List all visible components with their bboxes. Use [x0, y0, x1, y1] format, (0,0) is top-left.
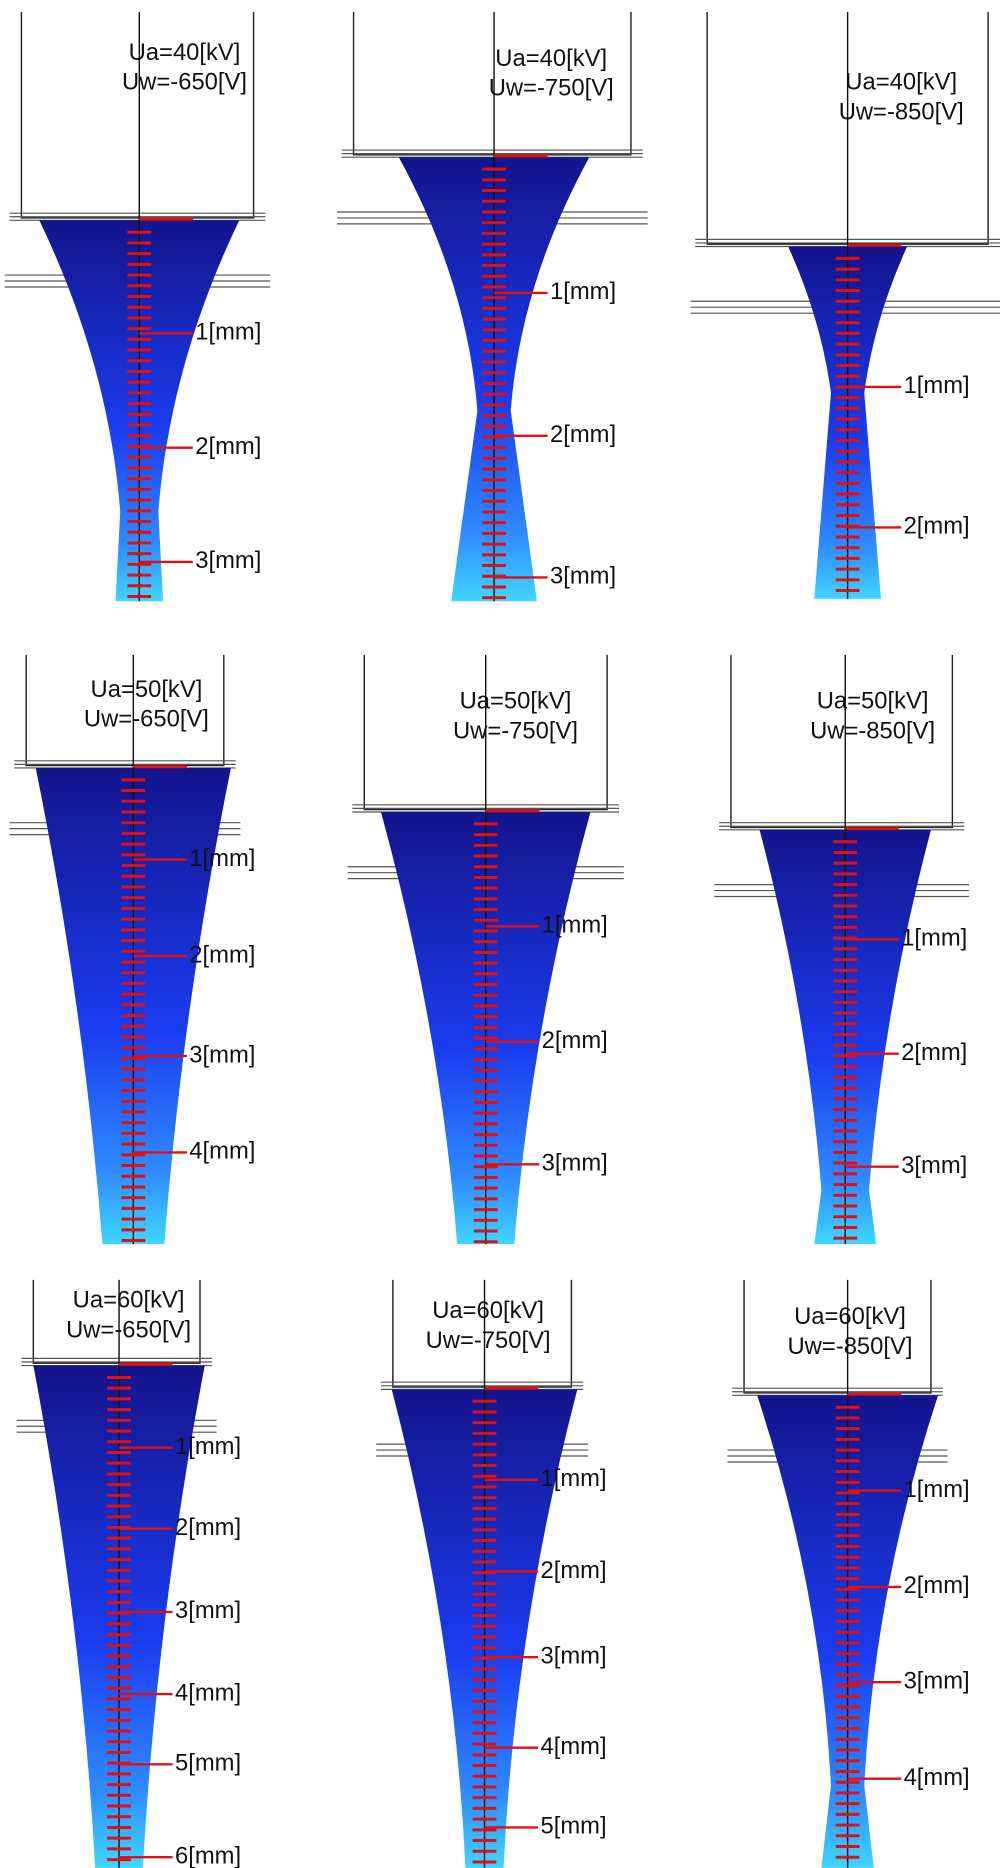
ua-label: Ua=40[kV] [845, 69, 957, 96]
figure: Ua=40[kV]Uw=-650[V]1[mm]2[mm]3[mm]Ua=40[… [0, 0, 1000, 1868]
uw-label: Uw=-650[V] [122, 69, 247, 96]
ua-label: Ua=60[kV] [432, 1297, 544, 1324]
mm-label: 1[mm] [904, 372, 970, 399]
ua-label: Ua=40[kV] [129, 39, 241, 66]
mm-label: 5[mm] [175, 1750, 241, 1777]
mm-label: 3[mm] [542, 1150, 608, 1177]
mm-label: 3[mm] [195, 547, 261, 574]
mm-label: 1[mm] [195, 319, 261, 346]
mm-label: 3[mm] [540, 1642, 606, 1669]
mm-label: 2[mm] [904, 513, 970, 540]
mm-label: 3[mm] [550, 563, 616, 590]
panel: Ua=50[kV]Uw=-750[V] 1[mm] 2[mm] 3[mm] [348, 655, 624, 1244]
panel: Ua=40[kV]Uw=-850[V] 1[mm] 2[mm] [690, 12, 1000, 599]
mm-label: 4[mm] [904, 1764, 970, 1791]
mm-label: 3[mm] [901, 1152, 967, 1179]
mm-label: 3[mm] [175, 1597, 241, 1624]
mm-label: 1[mm] [540, 1465, 606, 1492]
uw-label: Uw=-850[V] [810, 717, 935, 744]
ua-label: Ua=60[kV] [73, 1287, 185, 1314]
mm-label: 2[mm] [195, 433, 261, 460]
mm-label: 1[mm] [542, 912, 608, 939]
panel: Ua=50[kV]Uw=-850[V] 1[mm] 2[mm] 3[mm] [714, 655, 969, 1244]
mm-label: 1[mm] [189, 845, 255, 872]
panel: Ua=60[kV] Uw=-750[V] 1[mm] 2[mm] 3[mm] 4[mm] 5… [376, 1280, 606, 1868]
mm-label: 2[mm] [550, 421, 616, 448]
panel: Ua=40[kV] Uw=-750[V] 1[mm] 2[mm] 3[mm] [337, 12, 648, 601]
uw-label: Uw=-750[V] [426, 1327, 551, 1354]
mm-label: 1[mm] [901, 925, 967, 952]
mm-label: 4[mm] [189, 1138, 255, 1165]
mm-label: 2[mm] [904, 1572, 970, 1599]
uw-label: Uw=-750[V] [453, 717, 578, 744]
ua-label: Ua=50[kV] [460, 688, 572, 715]
ua-label: Ua=40[kV] [495, 45, 607, 72]
mm-label: 5[mm] [540, 1813, 606, 1840]
uw-label: Uw=-750[V] [489, 75, 614, 102]
panel: Ua=40[kV] Uw=-650[V] 1[mm] 2[mm] 3[mm] [5, 12, 270, 601]
uw-label: Uw=-850[V] [788, 1333, 913, 1360]
panel: Ua=50[kV] Uw=-650[V] 1[mm] 2[mm] 3[mm] 4[mm] [10, 655, 256, 1244]
mm-label: 1[mm] [550, 278, 616, 305]
mm-label: 4[mm] [540, 1733, 606, 1760]
uw-label: Uw=-850[V] [839, 98, 964, 125]
mm-label: 2[mm] [542, 1027, 608, 1054]
mm-label: 6[mm] [175, 1842, 241, 1868]
mm-label: 2[mm] [175, 1514, 241, 1541]
mm-label: 3[mm] [189, 1041, 255, 1068]
ua-label: Ua=50[kV] [817, 688, 929, 715]
mm-label: 1[mm] [904, 1476, 970, 1503]
uw-label: Uw=-650[V] [84, 706, 209, 733]
panel: Ua=60[kV] Uw=-850[V] 1[mm] 2[mm] 3[mm] 4[mm] [727, 1280, 969, 1868]
ua-label: Ua=60[kV] [794, 1303, 906, 1330]
mm-label: 2[mm] [540, 1557, 606, 1584]
mm-label: 3[mm] [904, 1667, 970, 1694]
mm-label: 2[mm] [189, 941, 255, 968]
mm-label: 4[mm] [175, 1679, 241, 1706]
mm-label: 1[mm] [175, 1433, 241, 1460]
panel: Ua=60[kV]Uw=-650[V] 1[mm] 2[mm] 3[mm] 4[mm] 5… [17, 1280, 241, 1868]
mm-label: 2[mm] [901, 1039, 967, 1066]
ua-label: Ua=50[kV] [91, 676, 203, 703]
uw-label: Uw=-650[V] [66, 1316, 191, 1343]
